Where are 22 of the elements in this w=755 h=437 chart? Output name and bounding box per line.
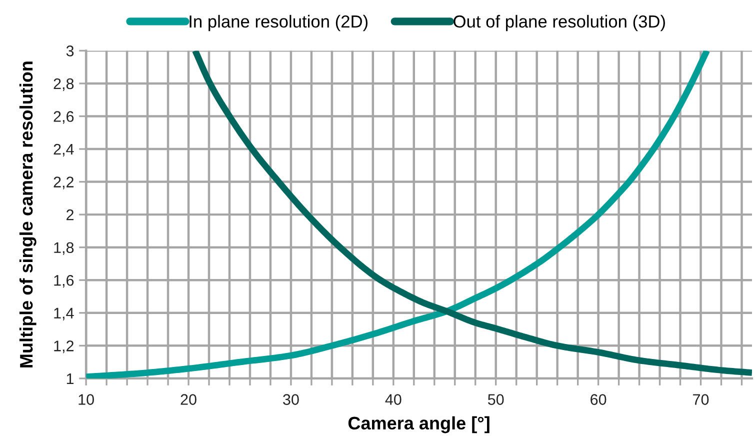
y-tick-label: 1 <box>66 373 74 384</box>
x-tick-label: 60 <box>590 394 606 405</box>
x-tick-label: 20 <box>180 394 196 405</box>
y-tick-label: 1,6 <box>54 274 74 288</box>
y-tick-label: 2 <box>66 209 74 220</box>
legend-label: Out of plane resolution (3D) <box>454 14 665 32</box>
x-tick-label: 10 <box>78 394 94 405</box>
y-tick-label: 1,2 <box>54 340 74 354</box>
y-tick-label: 2,4 <box>54 144 74 157</box>
y-tick-label: 1,4 <box>54 308 74 320</box>
x-tick-label: 30 <box>283 394 299 405</box>
y-tick-label: 2,2 <box>54 176 74 190</box>
x-axis-title: Camera angle [°] <box>348 416 490 434</box>
x-tick-label: 40 <box>385 394 402 405</box>
y-tick-label: 3 <box>66 46 74 56</box>
x-tick-label: 70 <box>693 394 709 405</box>
y-tick-label: 1,8 <box>54 242 74 255</box>
legend-label: In plane resolution (2D) <box>190 14 368 32</box>
y-tick-label: 2,8 <box>54 78 74 91</box>
y-tick-label: 2,6 <box>54 111 74 124</box>
x-tick-label: 50 <box>488 394 504 405</box>
y-axis-title: Multiple of single camera resolution <box>19 62 36 368</box>
